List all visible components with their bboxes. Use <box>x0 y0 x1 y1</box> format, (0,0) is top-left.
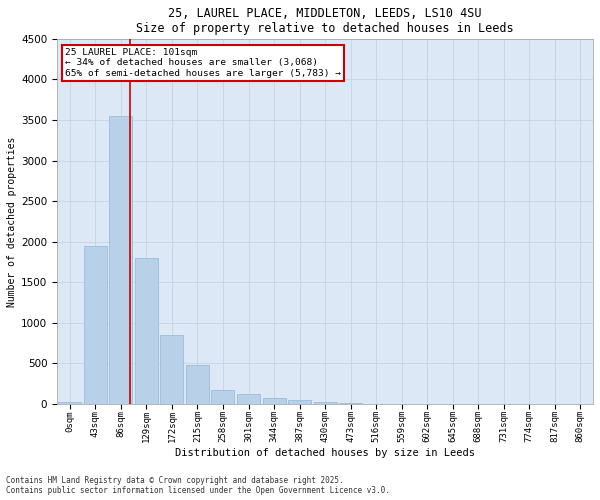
Bar <box>314 402 337 404</box>
Bar <box>237 394 260 404</box>
Bar <box>160 335 184 404</box>
Bar <box>288 400 311 404</box>
Text: Contains HM Land Registry data © Crown copyright and database right 2025.
Contai: Contains HM Land Registry data © Crown c… <box>6 476 390 495</box>
Bar <box>211 390 235 404</box>
Bar <box>186 365 209 404</box>
Text: 25 LAUREL PLACE: 101sqm
← 34% of detached houses are smaller (3,068)
65% of semi: 25 LAUREL PLACE: 101sqm ← 34% of detache… <box>65 48 341 78</box>
Bar <box>84 246 107 404</box>
Bar <box>263 398 286 404</box>
Y-axis label: Number of detached properties: Number of detached properties <box>7 136 17 306</box>
Title: 25, LAUREL PLACE, MIDDLETON, LEEDS, LS10 4SU
Size of property relative to detach: 25, LAUREL PLACE, MIDDLETON, LEEDS, LS10… <box>136 7 514 35</box>
Bar <box>58 402 82 404</box>
Bar <box>109 116 133 404</box>
X-axis label: Distribution of detached houses by size in Leeds: Distribution of detached houses by size … <box>175 448 475 458</box>
Bar <box>135 258 158 404</box>
